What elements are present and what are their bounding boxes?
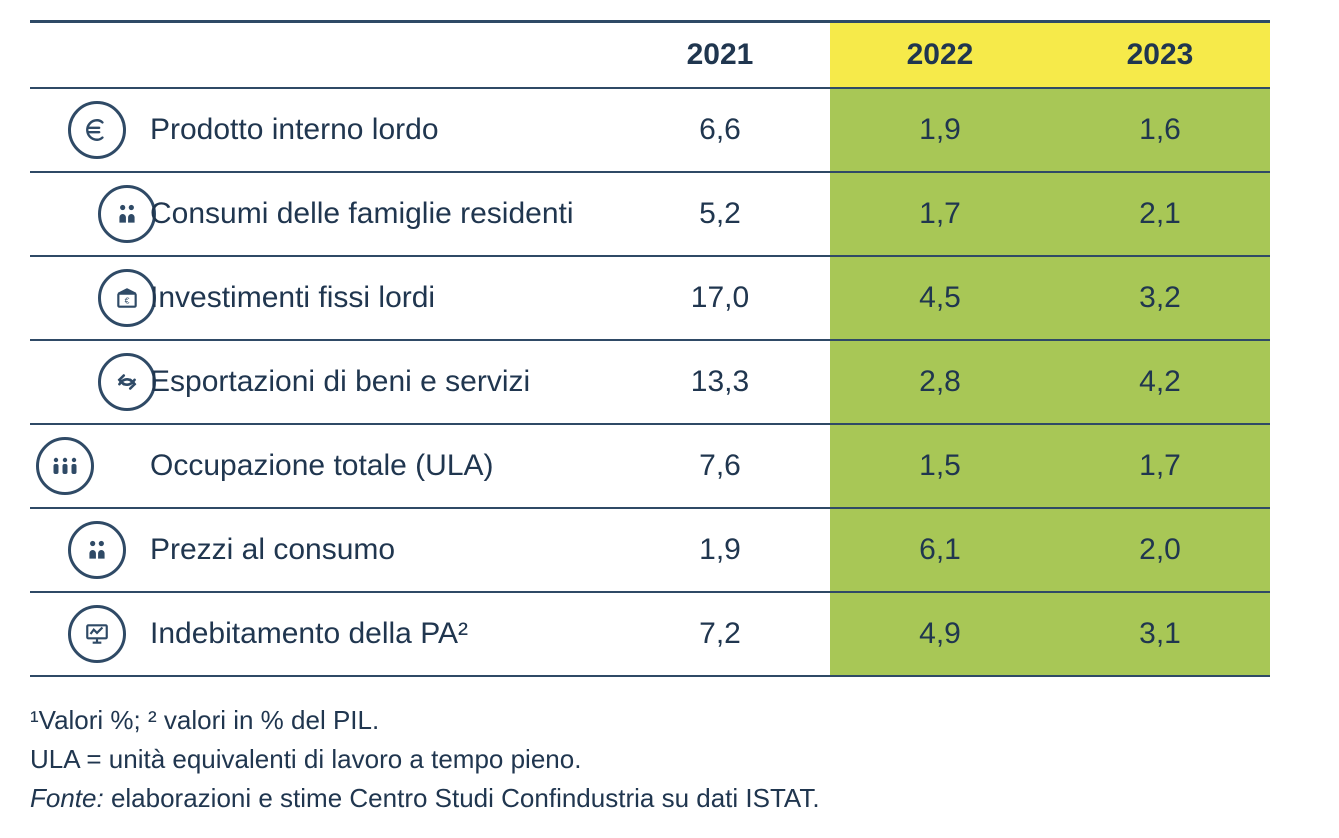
row-icon-cell: € [30, 256, 150, 340]
row-value-2023: 3,2 [1050, 256, 1270, 340]
row-value-2022: 1,9 [830, 88, 1050, 172]
row-icon-cell [30, 88, 150, 172]
table-row: Prodotto interno lordo 6,6 1,9 1,6 [30, 88, 1270, 172]
table-row: Consumi delle famiglie residenti 5,2 1,7… [30, 172, 1270, 256]
header-blank [30, 22, 150, 89]
header-year-2021: 2021 [610, 22, 830, 89]
monitor-icon [68, 605, 126, 663]
row-value-2022: 4,9 [830, 592, 1050, 676]
row-value-2021: 13,3 [610, 340, 830, 424]
source-text: elaborazioni e stime Centro Studi Confin… [104, 783, 820, 813]
row-label: Esportazioni di beni e servizi [150, 340, 610, 424]
row-icon-cell [30, 424, 150, 508]
row-value-2022: 1,7 [830, 172, 1050, 256]
economic-indicators-table: 2021 2022 2023 Prodotto interno lordo 6,… [30, 20, 1270, 677]
export-icon [98, 353, 156, 411]
footnote-source: Fonte: elaborazioni e stime Centro Studi… [30, 779, 1309, 818]
row-value-2023: 1,7 [1050, 424, 1270, 508]
source-label: Fonte: [30, 783, 104, 813]
row-value-2021: 5,2 [610, 172, 830, 256]
row-value-2023: 1,6 [1050, 88, 1270, 172]
row-value-2022: 6,1 [830, 508, 1050, 592]
header-blank [150, 22, 610, 89]
people-icon [36, 437, 94, 495]
row-value-2021: 6,6 [610, 88, 830, 172]
header-year-2022: 2022 [830, 22, 1050, 89]
invest-icon: € [98, 269, 156, 327]
svg-text:€: € [125, 295, 130, 305]
footnote-line-1: ¹Valori %; ² valori in % del PIL. [30, 701, 1309, 740]
row-value-2021: 7,2 [610, 592, 830, 676]
row-value-2021: 7,6 [610, 424, 830, 508]
row-label: Prezzi al consumo [150, 508, 610, 592]
row-value-2023: 2,0 [1050, 508, 1270, 592]
row-value-2023: 2,1 [1050, 172, 1270, 256]
table-row: Esportazioni di beni e servizi 13,3 2,8 … [30, 340, 1270, 424]
row-icon-cell [30, 172, 150, 256]
row-icon-cell [30, 340, 150, 424]
table-header-row: 2021 2022 2023 [30, 22, 1270, 89]
row-label: Investimenti fissi lordi [150, 256, 610, 340]
row-value-2021: 17,0 [610, 256, 830, 340]
euro-icon [68, 101, 126, 159]
row-icon-cell [30, 592, 150, 676]
row-label: Consumi delle famiglie residenti [150, 172, 610, 256]
row-value-2022: 1,5 [830, 424, 1050, 508]
row-value-2023: 4,2 [1050, 340, 1270, 424]
row-value-2022: 2,8 [830, 340, 1050, 424]
header-year-2023: 2023 [1050, 22, 1270, 89]
row-value-2023: 3,1 [1050, 592, 1270, 676]
row-label: Indebitamento della PA² [150, 592, 610, 676]
row-value-2022: 4,5 [830, 256, 1050, 340]
family-icon [68, 521, 126, 579]
table-row: € Investimenti fissi lordi 17,0 4,5 3,2 [30, 256, 1270, 340]
row-label: Prodotto interno lordo [150, 88, 610, 172]
row-icon-cell [30, 508, 150, 592]
footnote-line-2: ULA = unità equivalenti di lavoro a temp… [30, 740, 1309, 779]
footnotes: ¹Valori %; ² valori in % del PIL. ULA = … [30, 701, 1309, 818]
table-row: Occupazione totale (ULA) 7,6 1,5 1,7 [30, 424, 1270, 508]
table-row: Indebitamento della PA² 7,2 4,9 3,1 [30, 592, 1270, 676]
row-label: Occupazione totale (ULA) [150, 424, 610, 508]
family-icon [98, 185, 156, 243]
table-row: Prezzi al consumo 1,9 6,1 2,0 [30, 508, 1270, 592]
row-value-2021: 1,9 [610, 508, 830, 592]
